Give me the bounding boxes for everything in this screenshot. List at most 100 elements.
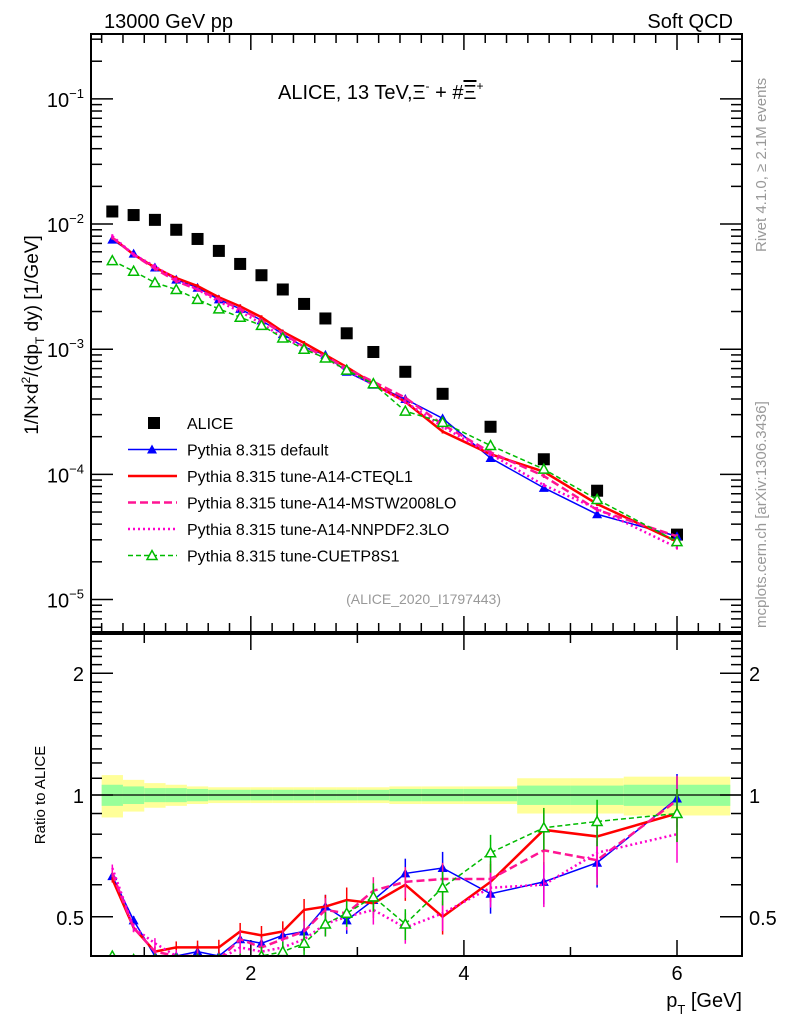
data-point <box>340 327 353 340</box>
legend-item: Pythia 8.315 tune-A14-MSTW2008LO <box>128 496 456 513</box>
data-point <box>169 282 183 295</box>
analysis-id-label: (ALICE_2020_I1797443) <box>346 591 501 607</box>
data-point <box>212 302 226 314</box>
data-point <box>127 209 140 222</box>
legend-label: Pythia 8.315 tune-CUETP8S1 <box>187 549 400 566</box>
data-point <box>276 283 289 296</box>
ratio-y-tick-label-right: 2 <box>749 664 760 686</box>
data-point <box>191 292 204 305</box>
data-point <box>276 331 290 343</box>
data-point <box>255 269 268 282</box>
legend-label: Pythia 8.315 default <box>187 443 329 460</box>
ratio-plot-panel: 2 2 1 1 0.5 0.5 2 4 6 Ratio to ALICE pT [GeV] <box>32 633 777 1017</box>
data-point <box>537 821 551 833</box>
legend-label: Pythia 8.315 tune-A14-CTEQL1 <box>187 469 413 486</box>
data-point <box>319 312 332 325</box>
data-point <box>484 438 497 451</box>
series-pythia-8-315-tune-cuetp8s1 <box>106 254 684 547</box>
main-plot-panel: 10−1 10−2 10−3 10−4 10−5 ALICE, 13 TeV,Ξ- + … <box>19 33 743 633</box>
series-alice <box>106 205 684 541</box>
data-point <box>591 484 604 497</box>
y-tick-label: 10−1 <box>47 86 84 112</box>
data-point <box>590 814 604 827</box>
data-point <box>212 244 225 257</box>
data-point <box>399 917 412 929</box>
data-point <box>367 377 380 389</box>
ratio-series-pythia-8-315-tune-cuetp8s1 <box>108 788 684 956</box>
legend-label: Pythia 8.315 tune-A14-NNPDF2.3LO <box>187 522 449 539</box>
legend-item: Pythia 8.315 tune-A14-NNPDF2.3LO <box>128 522 449 539</box>
main-series-layer <box>106 205 684 550</box>
x-tick-label: 4 <box>458 963 469 985</box>
legend: ALICE Pythia 8.315 default Pythia 8.315 tu… <box>128 416 456 566</box>
ratio-series-pythia-8-315-tune-a14-cteql1 <box>111 788 678 956</box>
legend-label: Pythia 8.315 tune-A14-MSTW2008LO <box>187 496 456 513</box>
data-point <box>148 276 162 288</box>
main-axis-ticks: 10−1 10−2 10−3 10−4 10−5 <box>47 34 742 632</box>
data-point <box>537 453 550 466</box>
legend-item: Pythia 8.315 tune-CUETP8S1 <box>128 549 400 566</box>
mcplots-label: mcplots.cern.ch [arXiv:1306.3436] <box>753 401 770 628</box>
legend-marker <box>145 548 159 561</box>
data-point <box>485 453 496 463</box>
legend-item: Pythia 8.315 tune-A14-CTEQL1 <box>128 469 413 486</box>
data-point <box>340 363 353 375</box>
data-point <box>191 232 204 245</box>
ratio-series-layer <box>107 773 684 956</box>
data-point <box>148 213 161 226</box>
y-tick-label: 10−2 <box>47 211 84 237</box>
data-point <box>170 223 183 236</box>
legend-marker <box>147 444 157 454</box>
data-point <box>298 297 311 310</box>
data-point <box>234 257 247 270</box>
y-tick-label: 10−4 <box>47 461 84 487</box>
header-right-label: Soft QCD <box>647 11 733 33</box>
y-tick-label: 10−5 <box>47 587 84 613</box>
ratio-y-tick-label: 0.5 <box>56 908 84 930</box>
data-point <box>106 254 119 266</box>
data-point <box>592 509 603 519</box>
main-title: ALICE, 13 TeV,Ξ- + #Ξ+ <box>278 79 483 104</box>
data-point <box>399 404 412 416</box>
data-point <box>484 846 497 858</box>
ratio-uncertainty-band <box>101 775 731 818</box>
legend-item: Pythia 8.315 default <box>128 443 329 460</box>
data-point <box>255 318 268 331</box>
legend-item: ALICE <box>148 416 233 433</box>
data-point <box>297 936 311 949</box>
y-tick-label: 10−3 <box>47 336 84 362</box>
header-left-label: 13000 GeV pp <box>104 11 233 33</box>
ratio-y-tick-label-right: 0.5 <box>749 908 777 930</box>
data-point <box>319 917 332 929</box>
data-point <box>436 881 449 893</box>
x-axis-label: pT [GeV] <box>666 990 742 1017</box>
main-frame <box>90 33 743 633</box>
legend-label: ALICE <box>187 416 233 433</box>
data-point <box>367 345 380 358</box>
ratio-frame <box>90 633 743 957</box>
data-point <box>297 342 311 354</box>
data-point <box>670 535 684 547</box>
data-point <box>399 365 412 378</box>
data-point <box>484 420 497 433</box>
ratio-axis-ticks: 2 2 1 1 0.5 0.5 2 4 6 <box>56 633 777 985</box>
ratio-y-tick-label: 2 <box>73 664 84 686</box>
ratio-y-tick-label: 1 <box>73 786 84 808</box>
data-point <box>319 351 332 363</box>
main-y-axis-label: 1/N×d2/(dpT dy) [1/GeV] <box>19 235 47 434</box>
x-tick-label: 6 <box>671 963 682 985</box>
ratio-y-tick-label-right: 1 <box>749 786 760 808</box>
data-point <box>233 310 247 323</box>
x-tick-label: 2 <box>245 963 256 985</box>
data-point <box>436 415 449 428</box>
data-point <box>670 806 684 819</box>
data-point <box>436 387 449 400</box>
data-point <box>127 264 140 276</box>
ratio-y-axis-label: Ratio to ALICE <box>32 746 49 844</box>
data-point <box>537 462 551 474</box>
data-point <box>106 205 119 218</box>
data-point <box>590 492 604 505</box>
data-point <box>367 890 380 902</box>
data-point <box>340 906 353 919</box>
